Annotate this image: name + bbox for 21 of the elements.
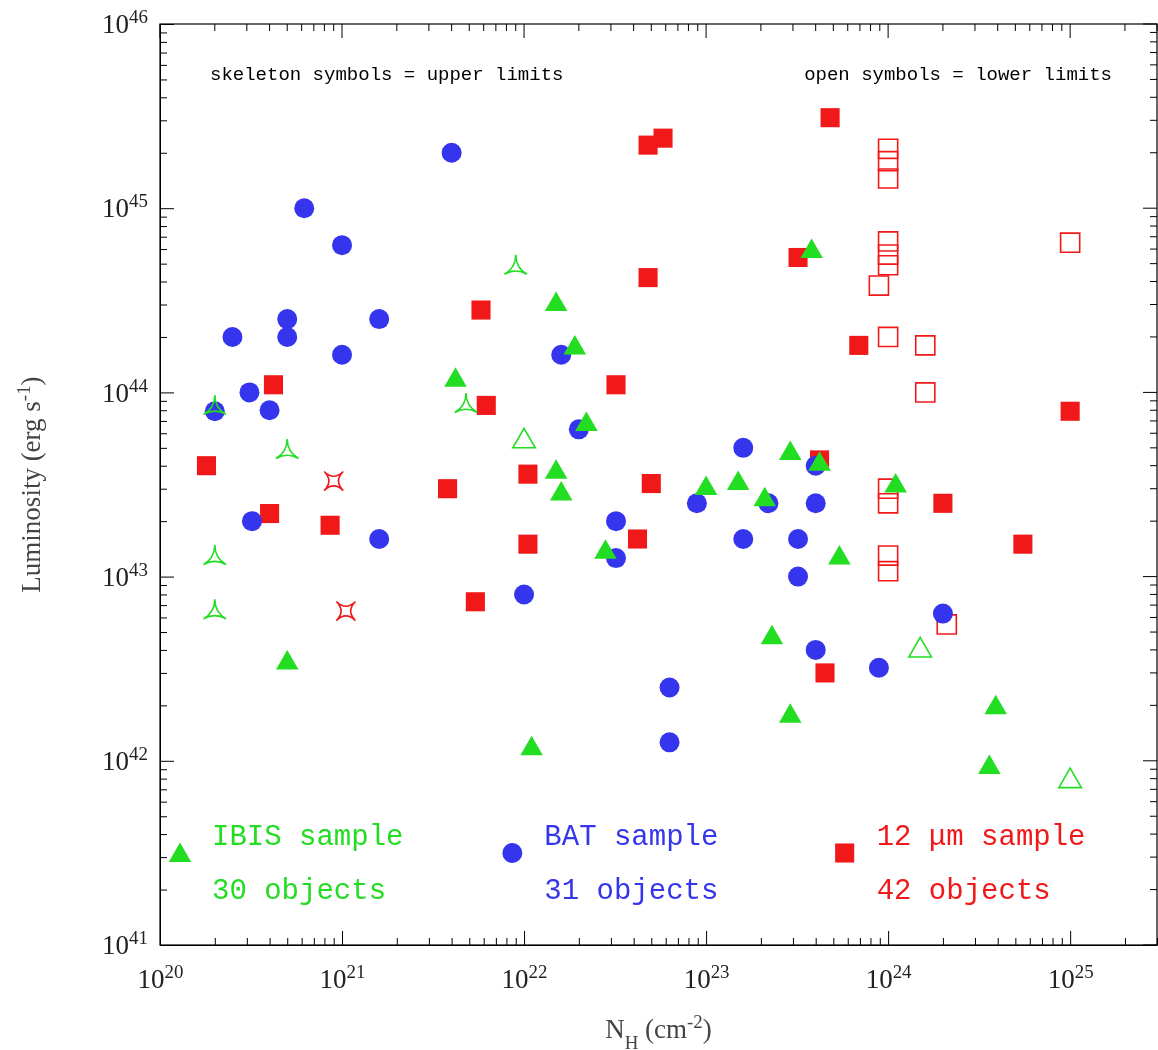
legend-label: BAT sample [544, 821, 719, 854]
x-tick-label: 10$^{24}$ [865, 960, 913, 994]
annotation: 30 objects [212, 875, 387, 908]
x-tick-label: 10$^{23}$ [683, 960, 730, 994]
x-tick-label: 10$^{20}$ [137, 960, 184, 994]
y-tick-label: 10$^{44}$ [102, 374, 149, 408]
x-tick-label: 10$^{25}$ [1047, 960, 1094, 994]
annotation: open symbols = lower limits [804, 64, 1112, 86]
annotation: 31 objects [544, 875, 719, 908]
x-axis-title: N$_{H}$ (cm$^{-2}$) [605, 1010, 712, 1050]
y-tick-label: 10$^{41}$ [102, 926, 148, 961]
legend-label: 12 μm sample [876, 821, 1086, 854]
annotation: skeleton symbols = upper limits [210, 64, 564, 86]
y-tick-label: 10$^{43}$ [102, 558, 148, 592]
y-tick-label: 10$^{42}$ [102, 742, 148, 776]
legend-label: IBIS sample [212, 821, 404, 854]
x-tick-label: 10$^{21}$ [319, 960, 366, 994]
y-tick-label: 10$^{46}$ [102, 5, 148, 40]
annotation: 42 objects [876, 875, 1051, 908]
y-tick-label: 10$^{45}$ [102, 189, 148, 224]
x-tick-label: 10$^{22}$ [501, 960, 548, 994]
